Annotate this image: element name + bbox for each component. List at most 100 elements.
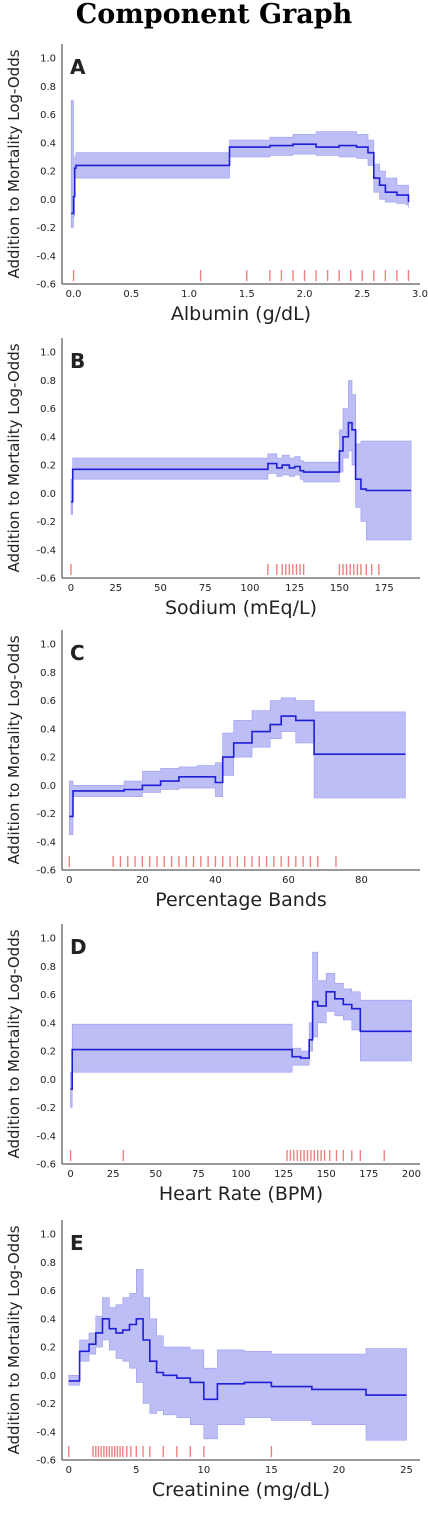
x-tick-label: 5 (133, 1465, 139, 1476)
y-tick-label: 0.0 (40, 195, 56, 206)
y-tick-label: 0.2 (40, 753, 56, 764)
estimate-line (68, 1318, 407, 1401)
x-tick-label: 40 (209, 875, 222, 886)
y-tick-label: 0.6 (40, 110, 56, 121)
y-tick-label: -0.6 (36, 1160, 56, 1171)
x-tick-label: 200 (402, 1169, 421, 1180)
y-tick-label: -0.6 (36, 280, 56, 291)
x-tick-label: 150 (330, 583, 349, 594)
x-tick-label: 3.0 (412, 289, 428, 300)
y-tick-label: 0.4 (40, 1314, 56, 1325)
x-tick-label: 1.0 (181, 289, 197, 300)
y-tick-label: -0.4 (36, 251, 56, 262)
page-title: Component Graph (75, 0, 353, 30)
y-tick-label: -0.2 (36, 1103, 56, 1114)
y-tick-label: 1.0 (40, 54, 56, 65)
x-tick-label: 50 (154, 583, 167, 594)
x-tick-label: 60 (282, 875, 295, 886)
x-tick-label: 0 (68, 583, 74, 594)
x-tick-label: 25 (400, 1465, 413, 1476)
y-tick-label: -0.2 (36, 223, 56, 234)
x-tick-label: 10 (197, 1465, 210, 1476)
estimate-line (69, 715, 406, 818)
panel-letter: E (70, 1231, 84, 1255)
x-tick-label: 25 (107, 1169, 120, 1180)
y-tick-label: -0.2 (36, 809, 56, 820)
x-tick-label: 0 (67, 1169, 73, 1180)
y-tick-label: 1.0 (40, 348, 56, 359)
estimate-line (70, 991, 412, 1090)
y-tick-label: 0.0 (40, 489, 56, 500)
x-tick-label: 125 (274, 1169, 293, 1180)
chart-panel-c: -0.6 -0.4 -0.2 0.0 0.2 0.4 0.6 0.8 1.0 0 20 40 60 80 P… (0, 622, 428, 920)
x-tick-label: 2.5 (354, 289, 370, 300)
y-tick-label: -0.6 (36, 1456, 56, 1467)
x-axis-label: Heart Rate (BPM) (159, 1183, 323, 1205)
y-tick-label: 0.4 (40, 432, 56, 443)
x-axis-label: Creatinine (mg/dL) (152, 1479, 330, 1501)
y-tick-label: 1.0 (40, 640, 56, 651)
y-tick-label: -0.6 (36, 866, 56, 877)
panel-letter: D (70, 935, 87, 959)
x-tick-label: 50 (149, 1169, 162, 1180)
x-tick-label: 2.0 (297, 289, 313, 300)
panel-letter: B (70, 349, 85, 373)
y-tick-label: 0.2 (40, 1343, 56, 1354)
y-tick-label: 0.6 (40, 404, 56, 415)
x-tick-label: 20 (333, 1465, 346, 1476)
y-axis-label: Addition to Mortality Log-Odds (5, 49, 23, 278)
chart-panel-d: -0.6 -0.4 -0.2 0.0 0.2 0.4 0.6 0.8 1.0 0 25 50 75 100… (0, 916, 428, 1214)
x-tick-label: 150 (317, 1169, 336, 1180)
chart-svg: -0.6 -0.4 -0.2 0.0 0.2 0.4 0.6 0.8 1.0 0 25 50 75 100… (5, 924, 421, 1205)
y-tick-label: 0.4 (40, 724, 56, 735)
y-tick-label: -0.4 (36, 837, 56, 848)
x-tick-label: 0 (66, 875, 72, 886)
panel-letter: C (70, 641, 85, 665)
x-tick-label: 0.0 (66, 289, 82, 300)
y-tick-label: 0.8 (40, 1258, 56, 1269)
x-axis-label: Albumin (g/dL) (171, 303, 311, 325)
x-tick-label: 1.5 (239, 289, 255, 300)
y-axis-label: Addition to Mortality Log-Odds (5, 343, 23, 572)
panel-letter: A (70, 55, 86, 79)
chart-svg: -0.6 -0.4 -0.2 0.0 0.2 0.4 0.6 0.8 1.0 0 5 10 15 20 25… (5, 1220, 420, 1501)
y-tick-label: 0.2 (40, 1047, 56, 1058)
x-tick-label: 15 (265, 1465, 278, 1476)
y-tick-label: -0.2 (36, 517, 56, 528)
x-tick-label: 75 (192, 1169, 205, 1180)
x-axis-label: Sodium (mEq/L) (165, 597, 317, 619)
y-tick-label: 0.4 (40, 1018, 56, 1029)
y-tick-label: -0.4 (36, 1427, 56, 1438)
estimate-line (71, 143, 410, 215)
x-tick-label: 0 (66, 1465, 72, 1476)
x-tick-label: 20 (136, 875, 149, 886)
y-tick-label: -0.2 (36, 1399, 56, 1410)
chart-svg: -0.6 -0.4 -0.2 0.0 0.2 0.4 0.6 0.8 1.0 0.0 0.5 1.0 1… (5, 44, 428, 325)
y-tick-label: 0.8 (40, 962, 56, 973)
y-tick-label: 0.8 (40, 82, 56, 93)
y-tick-label: 0.0 (40, 1371, 56, 1382)
y-tick-label: 0.4 (40, 138, 56, 149)
y-tick-label: -0.4 (36, 1131, 56, 1142)
y-tick-label: 1.0 (40, 934, 56, 945)
y-tick-label: 0.6 (40, 1286, 56, 1297)
y-tick-label: 0.0 (40, 781, 56, 792)
y-axis-label: Addition to Mortality Log-Odds (5, 1225, 23, 1454)
estimate-line (71, 421, 412, 503)
x-tick-label: 80 (355, 875, 368, 886)
chart-svg: -0.6 -0.4 -0.2 0.0 0.2 0.4 0.6 0.8 1.0 0 20 40 60 80 P… (5, 630, 420, 911)
y-tick-label: 0.8 (40, 376, 56, 387)
x-tick-label: 100 (231, 1169, 250, 1180)
y-tick-label: 0.0 (40, 1075, 56, 1086)
y-tick-label: 0.6 (40, 696, 56, 707)
chart-panel-a: -0.6 -0.4 -0.2 0.0 0.2 0.4 0.6 0.8 1.0 0.0 0.5 1.0 1… (0, 36, 428, 334)
x-tick-label: 100 (240, 583, 259, 594)
x-axis-label: Percentage Bands (155, 889, 327, 911)
y-tick-label: 0.8 (40, 668, 56, 679)
confidence-band (70, 380, 412, 541)
chart-svg: -0.6 -0.4 -0.2 0.0 0.2 0.4 0.6 0.8 1.0 0 25 50 75 100… (5, 338, 420, 619)
y-axis-label: Addition to Mortality Log-Odds (5, 929, 23, 1158)
chart-panel-b: -0.6 -0.4 -0.2 0.0 0.2 0.4 0.6 0.8 1.0 0 25 50 75 100… (0, 330, 428, 628)
y-tick-label: 1.0 (40, 1230, 56, 1241)
y-tick-label: -0.4 (36, 545, 56, 556)
